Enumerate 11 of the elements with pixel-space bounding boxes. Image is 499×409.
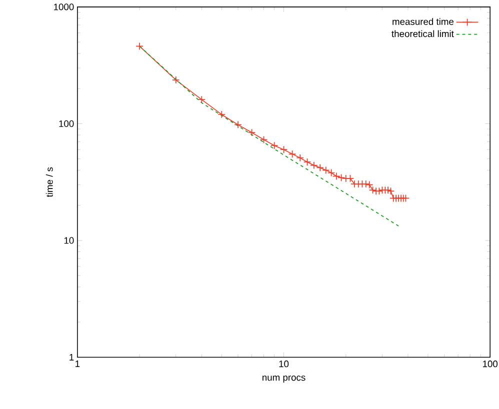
y-tick-label: 100 (59, 120, 74, 128)
x-tick-label: 100 (482, 360, 498, 368)
y-tick-label: 1 (70, 354, 74, 361)
y-tick-label: 10 (64, 237, 74, 244)
y-axis-title: time / s (46, 167, 53, 198)
x-tick-label: 10 (279, 360, 289, 368)
x-tick-label: 1 (76, 360, 80, 368)
legend-label: measured time (392, 18, 454, 26)
legend-label: theoretical limit (392, 30, 454, 38)
y-tick-label: 1000 (54, 4, 74, 10)
x-axis-title: num procs (262, 376, 306, 383)
